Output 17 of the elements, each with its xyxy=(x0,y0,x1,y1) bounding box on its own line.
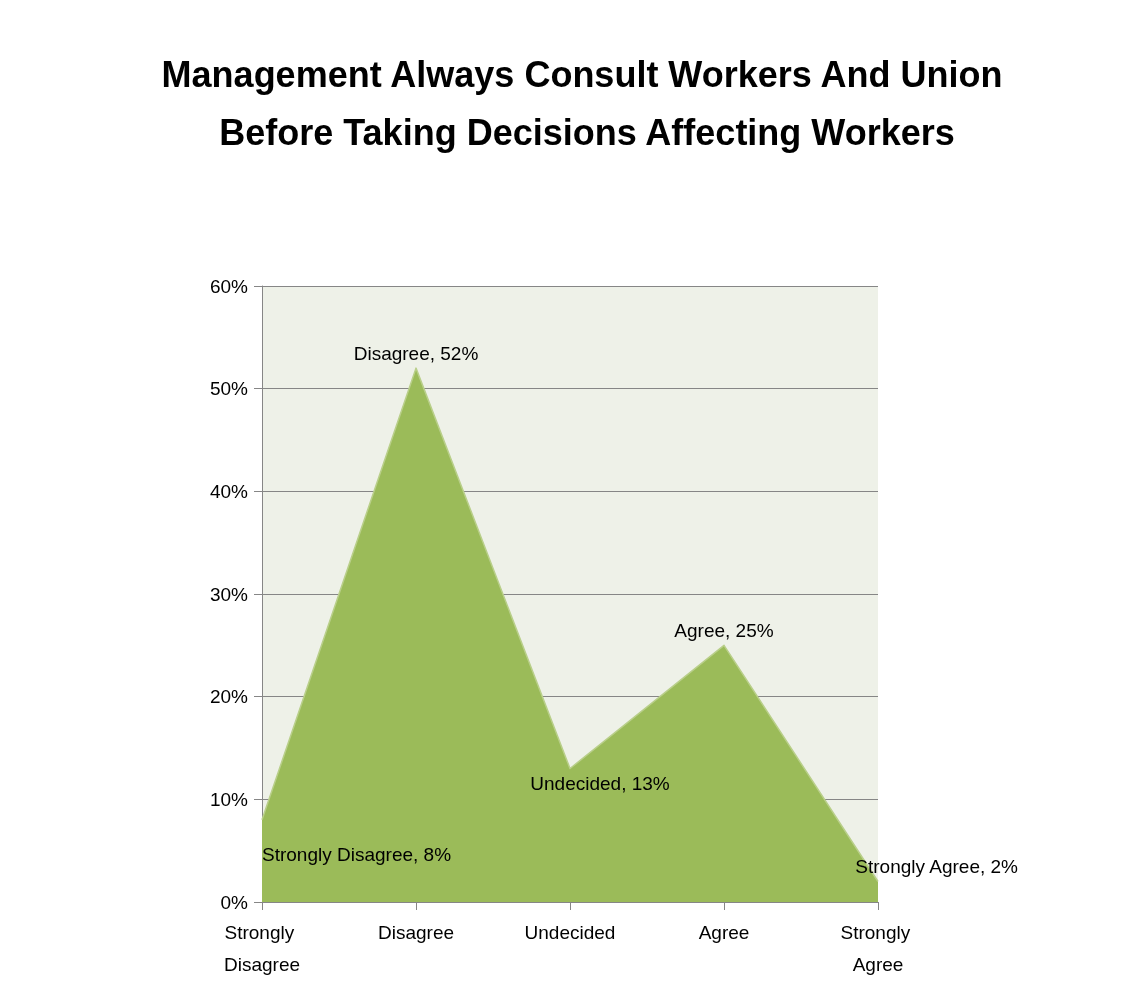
y-tick-label: 0% xyxy=(220,891,249,913)
y-tick-label: 30% xyxy=(209,583,249,605)
chart-title: Management Always Consult Workers And Union Before Taking Decisions Affecting Workers xyxy=(161,53,1013,153)
x-tick-label: Strongly Disagree xyxy=(223,921,301,975)
data-label: Disagree, 52% xyxy=(353,343,479,365)
y-tick-label: 50% xyxy=(209,378,249,400)
data-label: Strongly Disagree, 8% xyxy=(262,843,452,865)
y-tick-label: 20% xyxy=(209,686,249,708)
y-tick-label: 60% xyxy=(209,275,249,297)
x-tick-label: Strongly Agree xyxy=(840,921,916,975)
data-label: Undecided, 13% xyxy=(530,772,670,794)
x-tick-label: Disagree xyxy=(377,921,455,943)
x-tick-label: Agree xyxy=(698,921,750,943)
data-label: Agree, 25% xyxy=(674,620,774,642)
y-tick-label: 40% xyxy=(209,480,249,502)
y-tick-label: 10% xyxy=(209,788,249,810)
x-tick-label: Undecided xyxy=(524,921,616,943)
